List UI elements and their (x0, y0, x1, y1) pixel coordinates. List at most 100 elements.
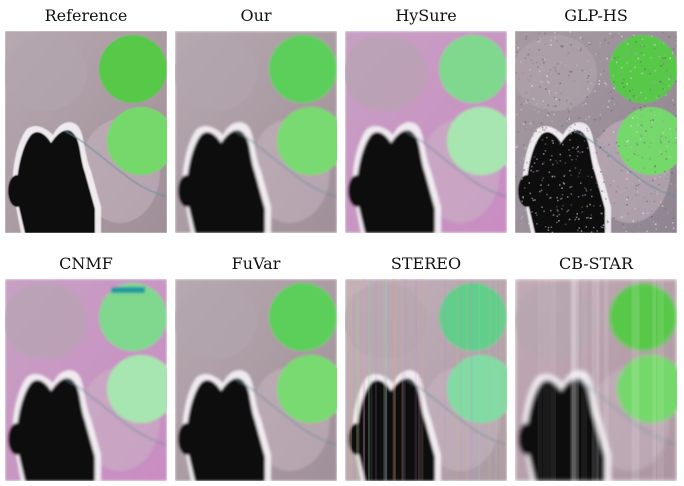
noise-speck (565, 99, 567, 102)
noise-speck (653, 81, 655, 84)
noise-speck (640, 124, 642, 126)
noise-speck (561, 208, 563, 210)
noise-speck (629, 70, 632, 73)
noise-speck (571, 158, 573, 161)
lake-water (186, 130, 265, 233)
noise-speck (547, 229, 550, 231)
vertical-streak (375, 279, 377, 481)
satellite-image-svg (515, 279, 677, 481)
noise-speck (636, 124, 639, 126)
vertical-streak (488, 279, 490, 481)
noise-speck (556, 72, 559, 74)
vertical-streak (401, 279, 404, 481)
noise-speck (665, 94, 667, 97)
noise-speck (530, 169, 532, 172)
noise-speck (672, 217, 674, 219)
noise-speck (650, 120, 652, 122)
noise-speck (624, 226, 626, 228)
noise-speck (523, 187, 526, 189)
noise-speck (586, 147, 589, 149)
noise-speck (663, 88, 666, 90)
vertical-streak (466, 279, 468, 481)
noise-speck (634, 150, 637, 152)
noise-speck (675, 80, 677, 83)
noise-speck (537, 40, 539, 43)
noise-speck (586, 127, 588, 130)
noise-speck (654, 171, 656, 173)
lake-inlet (348, 175, 366, 207)
noise-speck (547, 37, 550, 39)
noise-speck (665, 150, 667, 153)
noise-speck (637, 154, 639, 156)
noise-speck (532, 98, 535, 100)
noise-speck (569, 186, 572, 188)
noise-speck (649, 38, 652, 40)
noise-speck (664, 54, 667, 56)
noise-speck (661, 82, 664, 84)
noise-speck (553, 113, 555, 116)
vertical-streak (414, 279, 417, 481)
noise-speck (579, 49, 582, 52)
noise-speck (606, 214, 609, 216)
vertical-streak (368, 279, 371, 481)
noise-speck (652, 119, 654, 121)
noise-speck (617, 152, 620, 154)
noise-speck (533, 162, 536, 164)
noise-speck (537, 74, 540, 76)
noise-speck (556, 196, 558, 199)
noise-speck (569, 70, 571, 73)
noise-speck (665, 73, 667, 76)
noise-speck (613, 217, 615, 219)
noise-speck (585, 118, 587, 121)
noise-speck (555, 129, 558, 131)
vertical-streak (383, 279, 386, 481)
noise-speck (668, 85, 670, 87)
noise-speck (545, 127, 547, 129)
noise-speck (569, 108, 572, 111)
noise-speck (639, 106, 642, 109)
noise-speck (583, 70, 586, 73)
noise-speck (672, 99, 674, 102)
noise-speck (631, 117, 634, 119)
noise-speck (603, 70, 605, 72)
noise-speck (544, 143, 547, 145)
noise-speck (651, 216, 653, 218)
noise-speck (612, 74, 614, 77)
noise-speck (602, 105, 605, 107)
noise-speck (635, 194, 638, 196)
noise-speck (569, 139, 571, 141)
noise-speck (602, 191, 605, 193)
lake-water (356, 130, 435, 233)
satellite-image-cb-star (515, 279, 677, 481)
noise-speck (515, 113, 518, 116)
noise-speck (630, 53, 632, 55)
noise-speck (636, 117, 639, 119)
noise-speck (635, 95, 638, 97)
noise-speck (587, 88, 589, 91)
noise-speck (524, 57, 527, 60)
noise-speck (651, 121, 653, 123)
vertical-streak (350, 279, 353, 481)
noise-speck (578, 218, 580, 220)
noise-speck (520, 217, 523, 220)
noise-speck (566, 54, 568, 57)
noise-speck (540, 81, 543, 83)
noise-speck (610, 90, 612, 93)
noise-speck (532, 171, 535, 173)
noise-speck (660, 65, 662, 67)
panel-title: CNMF (59, 254, 113, 273)
noise-speck (661, 205, 664, 207)
artifact-band (111, 287, 145, 293)
noise-speck (676, 141, 677, 144)
vertical-streak (470, 279, 473, 481)
noise-speck (663, 189, 665, 192)
noise-speck (602, 133, 604, 135)
irrigation-field-bottom (277, 355, 337, 423)
noise-speck (525, 35, 528, 38)
noise-speck (592, 167, 594, 170)
noise-speck (620, 67, 623, 69)
noise-speck (525, 91, 528, 94)
noise-speck (529, 192, 531, 195)
noise-speck (639, 133, 642, 136)
lake-inlet (8, 175, 26, 207)
